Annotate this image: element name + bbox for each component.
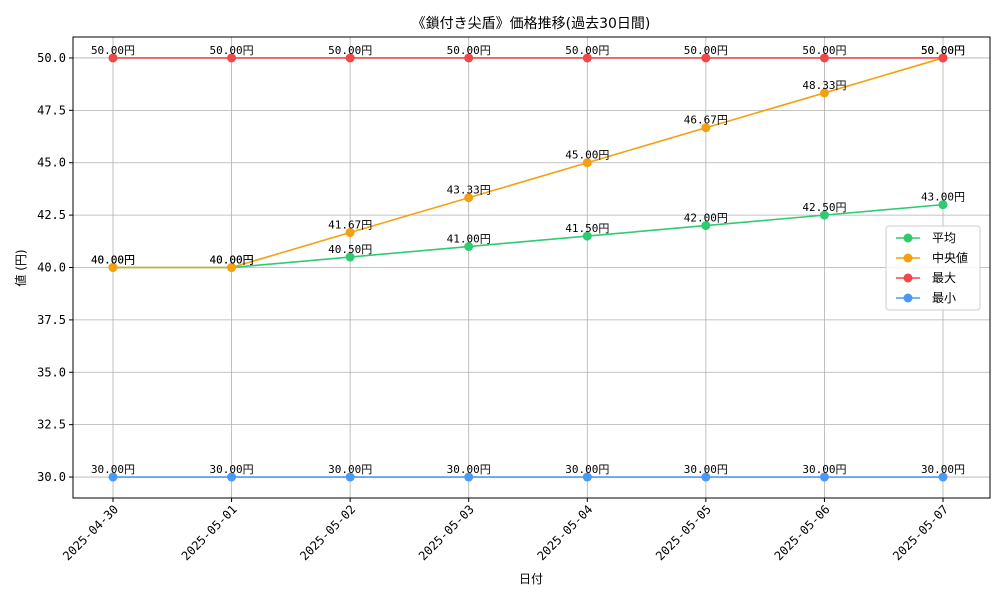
x-tick-label: 2025-05-03 (416, 502, 477, 563)
y-tick-label: 30.0 (37, 470, 66, 484)
data-point (701, 472, 711, 482)
data-label: 40.00円 (210, 254, 254, 267)
data-point (819, 88, 829, 98)
data-point (582, 472, 592, 482)
y-tick-label: 50.0 (37, 51, 66, 65)
data-point (227, 263, 237, 272)
series-line (113, 57, 944, 269)
y-axis-ticks: 30.0 32.5 35.0 37.5 40.0 42.5 45.0 47.5 50.0 (37, 51, 73, 484)
y-tick-label: 47.5 (37, 103, 66, 117)
data-label: 50.00円 (565, 44, 609, 57)
x-tick-label: 2025-05-01 (179, 502, 240, 563)
x-axis-label: 日付 (519, 572, 543, 586)
data-label: 46.67円 (684, 114, 728, 127)
y-axis-label: 値 (円) (13, 249, 28, 286)
x-tick-label: 2025-05-04 (534, 502, 595, 563)
x-tick-label: 2025-05-06 (772, 502, 833, 563)
data-label: 48.33円 (802, 79, 846, 92)
legend-marker (903, 293, 913, 303)
legend-entry: 平均 (932, 231, 956, 245)
data-label: 41.00円 (447, 233, 491, 246)
data-point (345, 53, 355, 63)
x-tick-label: 2025-05-05 (653, 502, 714, 563)
data-point (464, 242, 474, 252)
data-label: 50.00円 (921, 44, 965, 57)
data-point (108, 53, 118, 63)
data-label: 30.00円 (328, 463, 372, 476)
data-label: 41.67円 (328, 219, 372, 232)
legend-entry: 中央値 (932, 250, 968, 265)
data-labels: 40.00円 40.00円 40.50円 41.00円 41.50円 42.00円 42.5… (91, 44, 965, 476)
data-point (582, 158, 592, 168)
data-point (345, 228, 355, 238)
legend-box (885, 225, 981, 311)
data-label: 30.00円 (921, 463, 965, 476)
legend-marker (903, 253, 913, 263)
data-point (819, 53, 829, 63)
data-label: 50.00円 (91, 44, 135, 57)
data-point (464, 193, 474, 203)
data-point (582, 231, 592, 241)
y-tick-label: 40.0 (37, 261, 66, 275)
chart-title: 《鎖付き尖盾》価格推移(過去30日間) (412, 16, 651, 32)
legend-marker (903, 273, 913, 283)
data-label: 50.00円 (447, 44, 491, 57)
data-point (819, 472, 829, 482)
data-point (938, 472, 948, 482)
data-point (582, 53, 592, 63)
y-tick-label: 42.5 (37, 208, 66, 222)
data-point (108, 263, 118, 272)
data-label: 30.00円 (91, 463, 135, 476)
grid (73, 37, 990, 498)
legend-entry: 最小 (932, 291, 956, 305)
data-label: 45.00円 (565, 149, 609, 162)
x-tick-label: 2025-04-30 (60, 502, 121, 563)
data-label: 50.00円 (328, 44, 372, 57)
data-label: 40.50円 (328, 243, 372, 256)
x-tick-label: 2025-05-07 (890, 502, 951, 563)
data-point (227, 53, 237, 63)
data-label: 50.00円 (802, 44, 846, 57)
y-tick-label: 45.0 (37, 156, 66, 170)
data-point (701, 123, 711, 133)
data-label: 42.00円 (684, 212, 728, 225)
data-label: 40.00円 (210, 254, 254, 267)
y-tick-label: 37.5 (37, 313, 66, 327)
data-label: 40.00円 (91, 254, 135, 267)
x-tick-label: 2025-05-02 (297, 502, 358, 563)
y-tick-label: 35.0 (37, 365, 66, 379)
data-point (108, 472, 118, 482)
series (108, 53, 948, 482)
data-point (227, 472, 237, 482)
data-label: 50.00円 (684, 44, 728, 57)
legend-entry: 最大 (932, 271, 956, 285)
y-tick-label: 32.5 (37, 418, 66, 432)
data-label: 41.50円 (565, 222, 609, 235)
data-point (819, 210, 829, 220)
data-label: 30.00円 (565, 463, 609, 476)
data-label: 43.33円 (447, 184, 491, 197)
data-point (464, 53, 474, 63)
data-label: 40.00円 (91, 254, 135, 267)
data-label: 50.00円 (921, 44, 965, 57)
data-point (464, 472, 474, 482)
data-label: 43.00円 (921, 191, 965, 204)
data-point (701, 53, 711, 63)
data-point (345, 252, 355, 262)
data-point (345, 472, 355, 482)
data-label: 30.00円 (802, 463, 846, 476)
data-label: 42.50円 (802, 201, 846, 214)
series-line (113, 203, 944, 269)
data-label: 30.00円 (210, 463, 254, 476)
data-label: 30.00円 (447, 463, 491, 476)
data-point (701, 221, 711, 231)
data-point (938, 200, 948, 210)
legend-marker (903, 233, 913, 243)
data-label: 30.00円 (684, 463, 728, 476)
data-label: 50.00円 (210, 44, 254, 57)
data-point (938, 53, 948, 63)
x-axis-ticks: 2025-04-30 2025-05-01 2025-05-02 2025-05-03… (60, 498, 951, 563)
